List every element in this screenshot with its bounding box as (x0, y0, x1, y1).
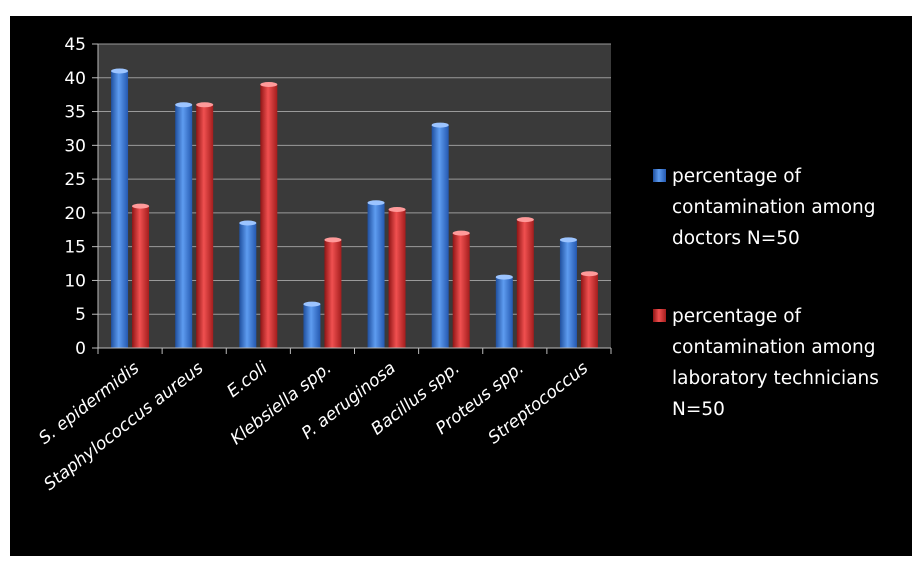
bar-doctors (111, 71, 129, 348)
bar-cap (431, 122, 449, 128)
bar-cap (132, 203, 150, 209)
bar-cap (495, 274, 513, 280)
bar-cap (303, 301, 321, 307)
bars (111, 68, 598, 349)
bar-chart: 0 5 10 15 20 25 30 35 40 45 S. epidermidisStaphyl… (35, 35, 879, 495)
bar-cap (516, 217, 534, 223)
bar-doctors (239, 223, 257, 348)
y-tick-label: 25 (64, 170, 86, 190)
legend-swatch (653, 169, 666, 182)
bar-cap (559, 237, 577, 243)
bar-cap (367, 200, 385, 206)
bar-cap (260, 82, 278, 88)
x-tick-label: E.coli (223, 358, 271, 402)
bar-doctors (495, 277, 513, 348)
y-tick-label: 45 (64, 35, 86, 55)
y-tick-label: 40 (64, 69, 86, 89)
legend-label: percentage of contamination among laborato… (672, 306, 879, 420)
bar-cap (111, 68, 129, 74)
bar-cap (196, 102, 214, 108)
bar-lab-technicians (516, 219, 534, 348)
bar-lab-technicians (196, 104, 214, 348)
bar-doctors (303, 304, 321, 348)
bar-lab-technicians (388, 209, 406, 348)
bar-doctors (559, 239, 577, 348)
bar-lab-technicians (580, 273, 598, 348)
y-tick-labels: 0 5 10 15 20 25 30 35 40 45 (64, 35, 98, 359)
y-tick-label: 10 (64, 271, 86, 291)
bar-doctors (175, 104, 193, 348)
bar-lab-technicians (452, 233, 470, 348)
y-tick-label: 5 (75, 305, 86, 325)
y-tick-label: 35 (64, 103, 86, 123)
bar-cap (580, 271, 598, 277)
bar-cap (324, 237, 342, 243)
bar-cap (239, 220, 257, 226)
y-tick-label: 0 (75, 339, 86, 359)
legend: percentage of contamination among doctors … (653, 166, 879, 420)
legend-label: percentage of contamination among doctors … (672, 166, 876, 249)
bar-cap (452, 230, 470, 236)
bar-doctors (431, 125, 449, 348)
y-tick-label: 20 (64, 204, 86, 224)
plot-area (98, 44, 611, 348)
bar-lab-technicians (132, 206, 150, 348)
y-tick-label: 30 (64, 136, 86, 156)
legend-swatch (653, 309, 666, 322)
bar-doctors (367, 202, 385, 348)
bar-cap (175, 102, 193, 108)
bar-cap (388, 207, 406, 213)
bar-lab-technicians (260, 84, 278, 349)
chart-frame: 0 5 10 15 20 25 30 35 40 45 S. epidermidis Staphyl… (10, 16, 912, 556)
bar-lab-technicians (324, 239, 342, 348)
y-tick-label: 15 (64, 238, 86, 258)
